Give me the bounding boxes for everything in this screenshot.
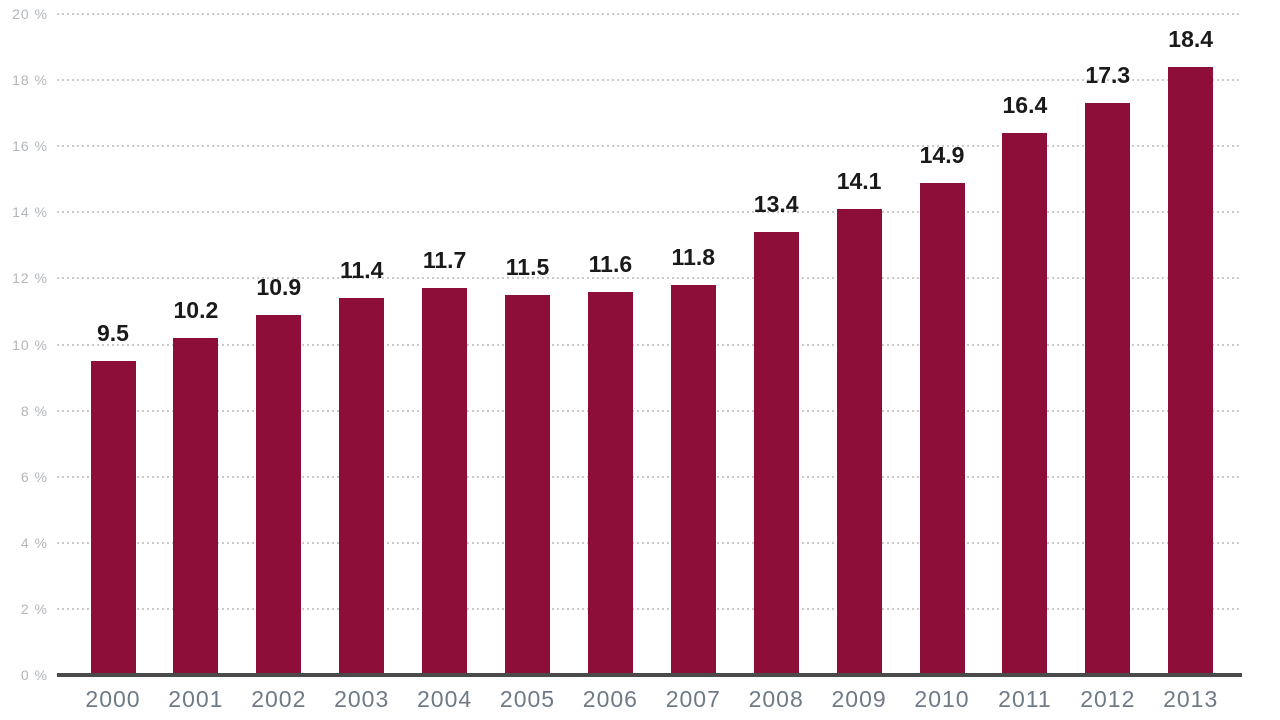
y-tick-label-0pct: 0 % <box>20 667 48 683</box>
bar-2004 <box>422 288 468 675</box>
value-label-2008: 13.4 <box>753 191 799 218</box>
x-tick-label-2001: 2001 <box>168 686 224 712</box>
bar-2001 <box>173 337 219 675</box>
gridline-14pct <box>57 211 1242 214</box>
value-label-2000: 9.5 <box>97 320 129 347</box>
bar-2012 <box>1085 103 1131 675</box>
value-label-2003: 11.4 <box>339 257 384 284</box>
y-tick-label-4pct: 4 % <box>20 534 48 551</box>
y-tick-label-12pct: 12 % <box>12 270 48 287</box>
value-label-2004: 11.7 <box>422 247 467 274</box>
y-tick-label-20pct: 20 % <box>12 6 48 22</box>
gridline-10pct <box>57 343 1242 346</box>
x-tick-label-2000: 2000 <box>85 686 141 712</box>
bar-2011 <box>1002 132 1048 675</box>
gridline-6pct <box>57 475 1242 478</box>
x-tick-label-2011: 2011 <box>998 686 1052 712</box>
gridline-20pct <box>57 13 1242 15</box>
value-label-2009: 14.1 <box>836 167 882 194</box>
value-label-2013: 18.4 <box>1168 25 1214 52</box>
value-label-2012: 17.3 <box>1085 62 1131 89</box>
x-tick-label-2002: 2002 <box>251 686 307 712</box>
bar-2000 <box>90 361 136 675</box>
value-label-2006: 11.6 <box>588 250 633 277</box>
gridline-2pct <box>57 607 1242 610</box>
bar-2010 <box>919 182 965 675</box>
bar-2007 <box>670 285 716 675</box>
x-tick-label-2012: 2012 <box>1080 686 1136 712</box>
value-label-2007: 11.8 <box>671 244 716 270</box>
bar-2003 <box>339 298 385 675</box>
x-tick-label-2006: 2006 <box>582 686 638 712</box>
x-axis-line <box>57 673 1242 677</box>
x-tick-label-2013: 2013 <box>1163 686 1219 712</box>
value-label-2002: 10.9 <box>256 273 302 300</box>
gridline-8pct <box>57 409 1242 412</box>
x-tick-label-2010: 2010 <box>914 686 970 712</box>
y-tick-label-2pct: 2 % <box>20 600 48 617</box>
bar-2002 <box>256 314 302 675</box>
gridline-18pct <box>57 79 1242 82</box>
gridline-16pct <box>57 145 1242 148</box>
x-tick-label-2007: 2007 <box>665 686 721 712</box>
gridline-12pct <box>57 277 1242 280</box>
y-tick-label-14pct: 14 % <box>12 204 48 221</box>
value-label-2005: 11.5 <box>505 253 550 280</box>
y-tick-label-10pct: 10 % <box>12 336 48 353</box>
gridline-4pct <box>57 541 1242 544</box>
y-tick-label-6pct: 6 % <box>20 468 48 485</box>
x-tick-label-2008: 2008 <box>748 686 804 712</box>
x-tick-label-2009: 2009 <box>831 686 887 712</box>
bar-2013 <box>1168 66 1214 675</box>
x-tick-label-2003: 2003 <box>334 686 390 712</box>
bar-2008 <box>753 232 799 675</box>
x-tick-label-2005: 2005 <box>499 686 556 712</box>
bar-2005 <box>505 294 550 675</box>
y-tick-label-8pct: 8 % <box>20 402 48 419</box>
value-label-2011: 16.4 <box>1002 91 1048 118</box>
bar-2009 <box>836 208 882 675</box>
x-tick-label-2004: 2004 <box>417 686 473 712</box>
value-label-2010: 14.9 <box>919 141 965 168</box>
value-label-2001: 10.2 <box>173 296 219 323</box>
bar-2006 <box>587 291 633 675</box>
y-tick-label-16pct: 16 % <box>12 138 48 155</box>
y-tick-label-18pct: 18 % <box>12 72 48 89</box>
